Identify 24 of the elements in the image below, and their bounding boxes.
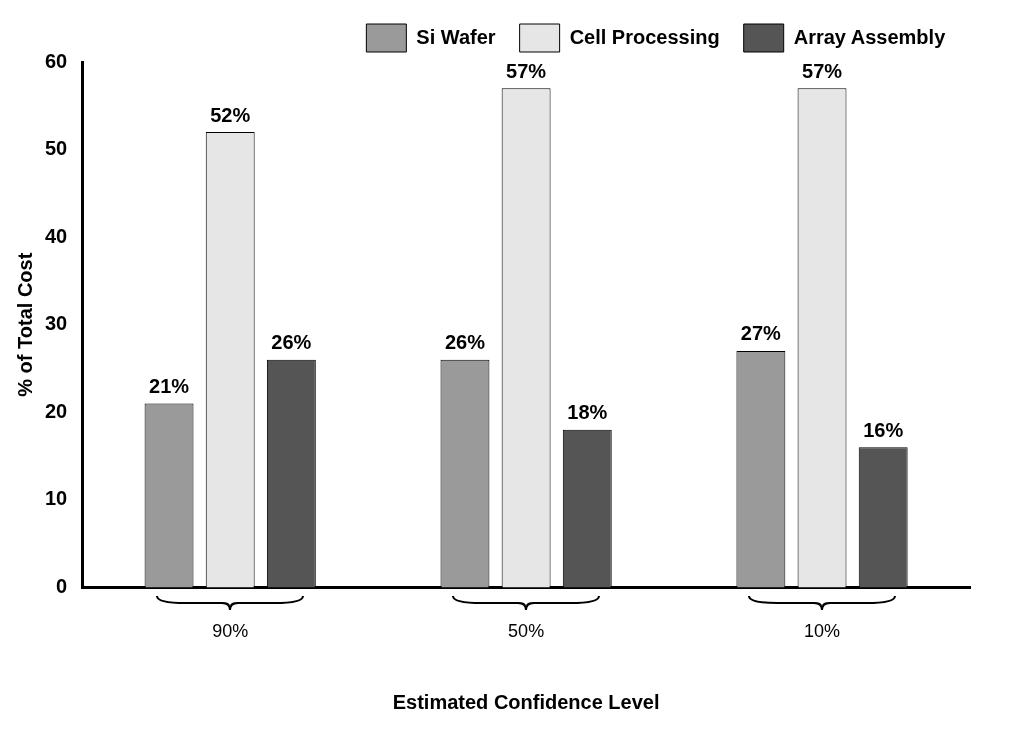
data-label: 52% xyxy=(210,103,251,126)
data-label: 27% xyxy=(740,322,782,345)
x-tick-label: 50% xyxy=(508,621,545,642)
x-tick-label: 90% xyxy=(212,621,249,642)
data-label: 21% xyxy=(149,375,190,398)
y-tick-label: 60 xyxy=(45,49,68,72)
data-label: 26% xyxy=(444,331,486,354)
data-label: 26% xyxy=(271,331,312,354)
x-axis-title: Estimated Confidence Level xyxy=(392,690,660,713)
data-label: 57% xyxy=(802,59,843,82)
y-tick-label: 0 xyxy=(56,574,68,597)
y-tick-label: 50 xyxy=(45,137,68,160)
y-tick-label: 40 xyxy=(45,224,68,247)
x-tick-label: 10% xyxy=(804,621,841,642)
data-label: 57% xyxy=(506,59,547,82)
y-tick-label: 30 xyxy=(45,312,68,335)
data-label: 16% xyxy=(863,418,904,441)
legend-label: Array Assembly xyxy=(793,25,947,48)
y-axis-title: % of Total Cost xyxy=(13,252,36,397)
legend-label: Si Wafer xyxy=(416,25,496,48)
y-tick-label: 20 xyxy=(45,399,68,422)
legend-label: Cell Processing xyxy=(569,25,720,48)
y-tick-label: 10 xyxy=(45,487,68,510)
data-label: 18% xyxy=(567,401,608,424)
